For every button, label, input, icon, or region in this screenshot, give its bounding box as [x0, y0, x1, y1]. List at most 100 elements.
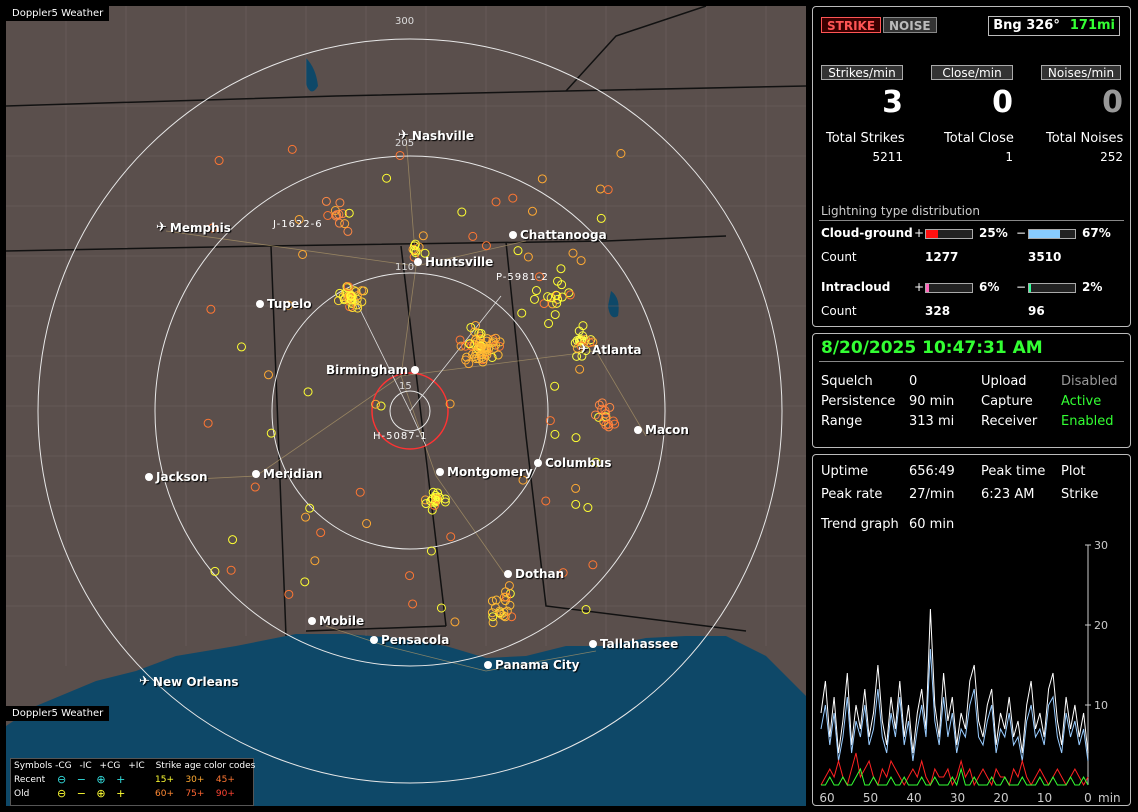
strike-marker: [338, 209, 348, 219]
city-dot-icon: [252, 470, 260, 478]
city-dot-icon: [634, 426, 642, 434]
strike-marker: [347, 295, 357, 305]
strike-marker: [310, 556, 320, 566]
city-dot-icon: [370, 636, 378, 644]
strike-marker: [300, 577, 310, 587]
city-name: Mobile: [319, 614, 365, 628]
noise-mode-button[interactable]: NOISE: [883, 17, 937, 33]
city-name: Tupelo: [267, 297, 312, 311]
strike-marker: [408, 599, 418, 609]
strike-marker: [537, 174, 547, 184]
cg-positive-percent: 25%: [979, 226, 1008, 240]
x-tick-label: 10: [1037, 791, 1052, 805]
strike-marker: [571, 433, 581, 443]
strike-marker: [568, 248, 578, 258]
ic-negative-sign: −: [1016, 280, 1027, 294]
strike-marker: [487, 596, 497, 606]
strike-marker: [578, 321, 588, 331]
ic-positive-bar: [925, 283, 973, 293]
x-unit-label: min: [1098, 791, 1121, 805]
strike-stats-panel: STRIKE NOISE Bng 326° 171mi Strikes/min C…: [812, 6, 1131, 327]
strike-marker: [382, 173, 392, 183]
close-per-min-value: 0: [992, 85, 1013, 120]
noises-per-min-header: Noises/min: [1041, 65, 1121, 80]
strike-marker: [481, 343, 491, 353]
trend-panel: Uptime 656:49 Peak time Plot Peak rate 2…: [812, 454, 1131, 806]
strike-marker: [376, 401, 386, 411]
strike-marker: [578, 331, 588, 341]
city-label: Tupelo: [256, 297, 312, 311]
cg-negative-bar: [1028, 229, 1076, 239]
strike-marker: [428, 494, 438, 504]
strike-marker: [305, 503, 315, 513]
city-name: Columbus: [545, 456, 612, 470]
strike-marker: [488, 618, 498, 628]
ic-positive-sign: +: [914, 280, 925, 294]
strike-marker: [420, 248, 430, 258]
lightning-map[interactable]: Doppler5 Weather 300 205 110 15 J-1622-6…: [6, 6, 806, 806]
strike-marker: [518, 475, 528, 485]
storm-label[interactable]: J-1622-6: [273, 219, 323, 230]
strike-marker: [457, 207, 467, 217]
strike-marker: [491, 197, 501, 207]
county-lines: [6, 6, 806, 666]
status-key: Persistence: [821, 394, 896, 409]
city-name: Tallahassee: [600, 637, 679, 651]
strike-marker: [596, 213, 606, 223]
status-key: Capture: [981, 394, 1033, 409]
lake-water: [306, 58, 318, 92]
city-label: ✈ Nashville: [398, 128, 474, 143]
strike-marker: [303, 387, 313, 397]
strike-marker: [493, 350, 503, 360]
strike-marker: [445, 399, 455, 409]
strike-marker: [534, 272, 544, 282]
plot-value[interactable]: Strike: [1061, 487, 1099, 502]
strike-marker: [557, 292, 567, 302]
strike-marker: [409, 241, 419, 251]
legend-age: 30+: [185, 775, 205, 785]
strike-marker: [440, 497, 450, 507]
strike-mode-button[interactable]: STRIKE: [821, 17, 882, 33]
legend-age: 75+: [185, 789, 205, 799]
strike-marker: [488, 337, 498, 347]
strike-marker: [575, 364, 585, 374]
strike-marker: [605, 402, 615, 412]
strike-marker: [371, 399, 381, 409]
strike-marker: [552, 298, 562, 308]
strike-marker: [465, 339, 475, 349]
bearing-distance: 171mi: [1069, 18, 1115, 33]
trend-graph-value[interactable]: 60 min: [909, 517, 955, 532]
city-label: Montgomery: [436, 465, 533, 479]
strike-marker: [323, 211, 333, 221]
city-label: Macon: [634, 423, 689, 437]
uptime-label: Uptime: [821, 464, 869, 479]
legend-age: 90+: [215, 789, 235, 799]
status-key: Receiver: [981, 414, 1038, 429]
x-tick-label: 40: [906, 791, 921, 805]
strike-marker: [543, 292, 553, 302]
status-value: Enabled: [1061, 414, 1114, 429]
legend-recent-symbols: ⊖ − ⊕ +: [57, 773, 126, 786]
city-dot-icon: [484, 661, 492, 669]
strike-marker: [210, 566, 220, 576]
close-per-min-header: Close/min: [931, 65, 1013, 80]
city-dot-icon: [145, 473, 153, 481]
strike-marker: [405, 571, 415, 581]
legend-age: 60+: [155, 789, 174, 799]
strike-marker: [301, 512, 311, 522]
ring-label-300: 300: [395, 16, 415, 27]
strike-marker: [495, 341, 505, 351]
strike-marker: [565, 290, 575, 300]
strike-marker: [464, 359, 474, 369]
current-datetime: 8/20/2025 10:47:31 AM: [821, 338, 1043, 358]
status-value: 313 mi: [909, 414, 955, 429]
ring-label-205: 205: [395, 138, 415, 149]
strikes-per-min-header: Strikes/min: [821, 65, 903, 80]
storm-label[interactable]: H-5087-1: [373, 431, 428, 442]
strike-marker: [334, 218, 344, 228]
strike-marker: [610, 419, 620, 429]
y-tick-label: 20: [1094, 619, 1108, 632]
storm-label[interactable]: P-5981-2: [496, 272, 549, 283]
bearing-readout: Bng 326° 171mi: [988, 16, 1120, 36]
map-title: Doppler5 Weather: [6, 6, 110, 21]
